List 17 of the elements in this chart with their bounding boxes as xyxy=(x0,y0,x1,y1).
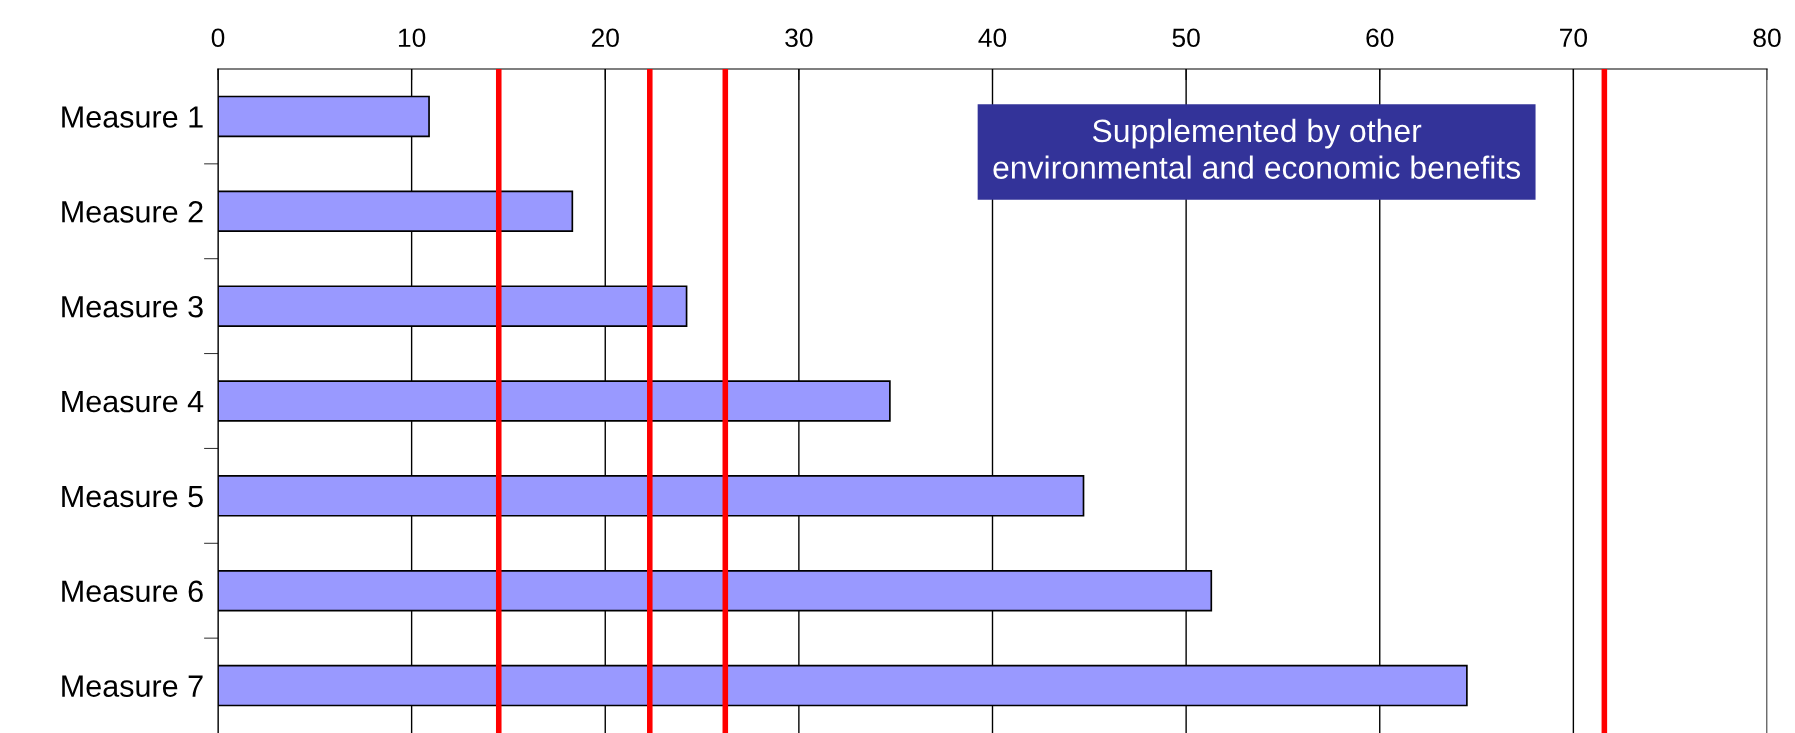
x-tick-label: 60 xyxy=(1366,28,1394,48)
x-tick-label: 40 xyxy=(978,28,1007,48)
y-tick-label: Measure 1 xyxy=(62,106,203,128)
x-tick-label: 20 xyxy=(591,28,619,48)
y-tick-label: Measure 7 xyxy=(62,675,203,697)
x-tick-label: 0 xyxy=(211,28,225,48)
y-tick-label: Measure 2 xyxy=(62,201,203,223)
x-tick-label: 70 xyxy=(1560,28,1588,48)
y-tick-label: Measure 5 xyxy=(62,485,203,508)
y-tick-label: Measure 3 xyxy=(62,295,203,318)
x-tick-label: 10 xyxy=(398,28,426,48)
y-tick-label: Measure 4 xyxy=(62,391,204,413)
x-tick-label: 50 xyxy=(1172,28,1200,48)
x-tick-label: 80 xyxy=(1753,28,1781,48)
x-tick-label: 30 xyxy=(785,28,813,48)
annotation: Supplemented by other environmental and economic benefits xyxy=(993,118,1521,179)
y-tick-label: Measure 6 xyxy=(62,580,203,603)
